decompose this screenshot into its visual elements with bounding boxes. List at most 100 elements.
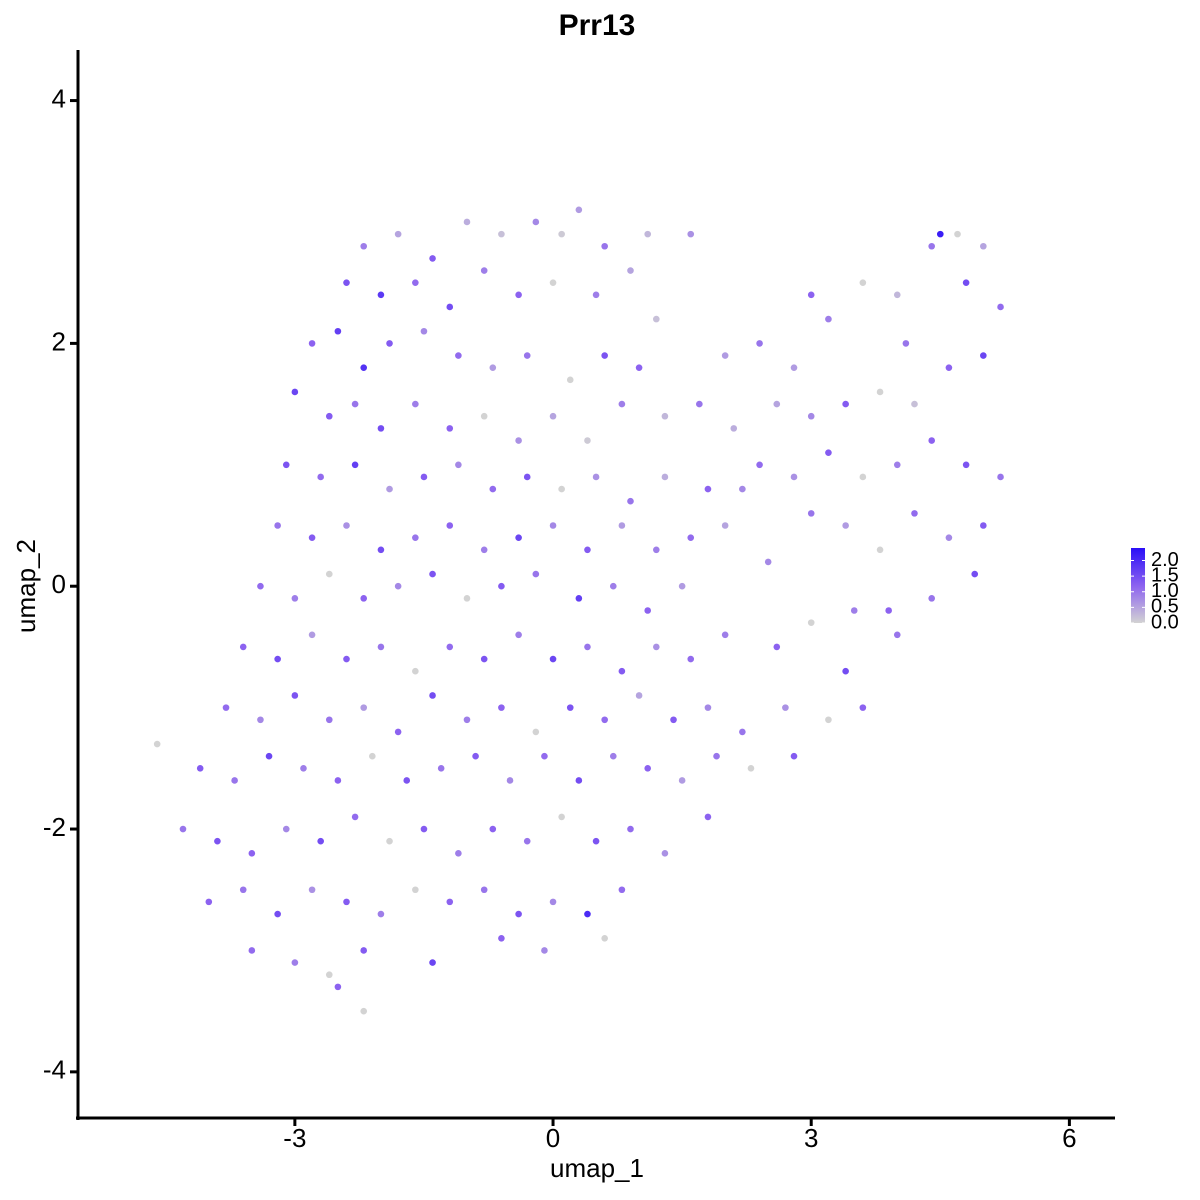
point xyxy=(756,461,763,469)
point xyxy=(850,607,858,614)
point xyxy=(420,825,428,833)
point xyxy=(455,461,462,469)
point xyxy=(446,643,454,651)
point xyxy=(807,291,815,299)
point xyxy=(506,777,514,784)
point xyxy=(997,303,1004,311)
point xyxy=(618,667,626,675)
point xyxy=(601,352,608,359)
point xyxy=(153,740,161,748)
x-tick-label: 0 xyxy=(546,1123,560,1153)
point xyxy=(807,510,815,517)
point xyxy=(325,971,333,979)
point xyxy=(360,1007,368,1015)
point xyxy=(377,425,385,432)
point xyxy=(214,837,221,845)
point xyxy=(790,473,798,481)
point xyxy=(635,692,643,699)
point xyxy=(541,947,548,954)
point xyxy=(945,534,953,541)
point xyxy=(687,230,695,238)
point xyxy=(360,595,368,602)
point xyxy=(928,595,935,602)
point xyxy=(696,400,703,408)
point xyxy=(575,777,583,784)
point xyxy=(265,752,273,760)
point xyxy=(412,279,419,286)
point xyxy=(773,400,781,408)
point xyxy=(575,206,583,214)
point xyxy=(782,704,789,711)
colorbar xyxy=(1131,548,1145,623)
point xyxy=(661,850,669,857)
point xyxy=(584,643,591,651)
point xyxy=(480,267,488,274)
point xyxy=(601,935,608,942)
point xyxy=(618,886,626,894)
point xyxy=(687,655,695,663)
point xyxy=(532,218,540,226)
point xyxy=(592,291,600,299)
y-tick-label: -4 xyxy=(43,1055,66,1085)
point xyxy=(257,716,264,724)
point xyxy=(704,485,712,493)
point xyxy=(377,546,385,554)
point xyxy=(825,449,832,456)
point xyxy=(971,570,979,578)
colorbar-label: 0.0 xyxy=(1151,611,1179,633)
point xyxy=(386,837,393,845)
point xyxy=(282,825,290,833)
point xyxy=(980,352,987,359)
point xyxy=(618,522,626,529)
x-tick-label: 3 xyxy=(804,1123,818,1153)
point xyxy=(498,935,505,942)
point xyxy=(412,886,419,894)
point xyxy=(592,837,600,845)
point xyxy=(429,959,436,966)
y-tick-label: 0 xyxy=(52,569,66,599)
colorbar-label: 1.0 xyxy=(1151,580,1179,602)
point xyxy=(609,752,617,760)
point xyxy=(661,412,669,420)
point xyxy=(653,315,660,323)
point xyxy=(842,667,849,675)
point xyxy=(480,655,488,663)
point xyxy=(369,752,376,760)
point xyxy=(566,376,574,384)
point xyxy=(876,546,884,554)
point xyxy=(274,910,281,918)
point xyxy=(747,765,755,772)
point xyxy=(360,704,368,711)
colorbar-label: 1.5 xyxy=(1151,564,1179,586)
point xyxy=(893,631,901,639)
point xyxy=(859,473,867,481)
point xyxy=(343,898,350,906)
point xyxy=(618,400,626,408)
point xyxy=(360,947,368,954)
point xyxy=(653,643,660,651)
point xyxy=(420,473,428,481)
point xyxy=(274,522,281,529)
point xyxy=(515,910,522,918)
point xyxy=(239,886,247,894)
point xyxy=(308,886,316,894)
point xyxy=(446,425,454,432)
point xyxy=(377,291,385,299)
point xyxy=(515,291,522,299)
point xyxy=(308,340,316,347)
point xyxy=(893,461,901,469)
point xyxy=(360,242,368,250)
point xyxy=(446,522,454,529)
point xyxy=(549,522,557,529)
point xyxy=(317,473,324,481)
point xyxy=(515,534,522,541)
point xyxy=(790,364,798,371)
point xyxy=(248,850,256,857)
point xyxy=(842,522,849,529)
point xyxy=(661,473,669,481)
point xyxy=(343,655,350,663)
point xyxy=(351,400,359,408)
point xyxy=(584,546,591,554)
point xyxy=(644,230,652,238)
point xyxy=(601,716,608,724)
